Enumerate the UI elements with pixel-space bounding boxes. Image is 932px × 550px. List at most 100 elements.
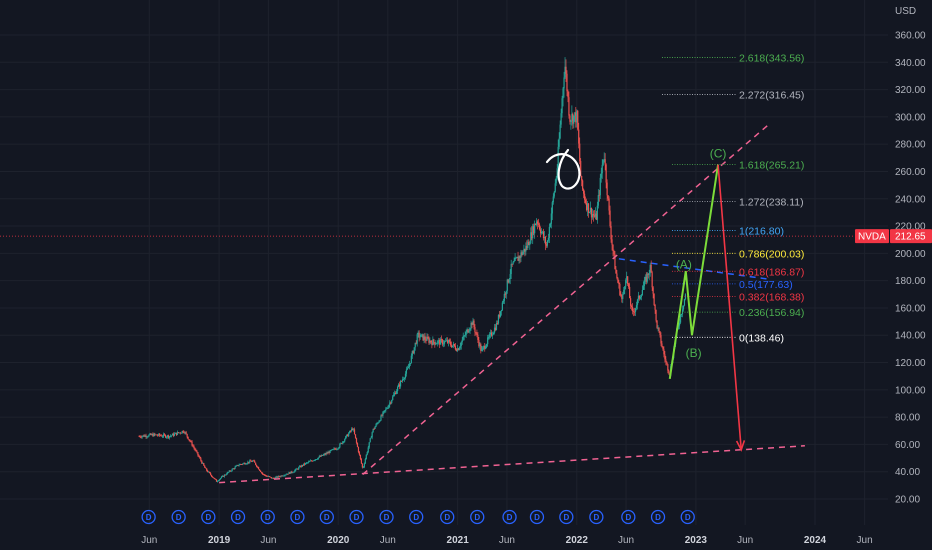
candle-body xyxy=(191,441,193,446)
candle-body xyxy=(389,402,391,406)
candle-body xyxy=(362,466,364,468)
candle-body xyxy=(295,468,297,471)
candle-body xyxy=(480,344,482,352)
fib-label: 1(216.80) xyxy=(739,225,784,237)
x-tick-label: 2021 xyxy=(447,535,470,546)
candle-body xyxy=(625,280,627,287)
candle-body xyxy=(453,343,455,347)
candle-body xyxy=(592,214,595,216)
candle-body xyxy=(183,432,185,434)
candle-body xyxy=(355,438,358,443)
candle-body xyxy=(441,338,443,340)
candle-body xyxy=(578,129,580,144)
candle-body xyxy=(572,113,574,124)
candle-body xyxy=(221,475,223,477)
candle-body xyxy=(427,336,429,339)
y-tick-label: 260.00 xyxy=(895,167,926,178)
candle-body xyxy=(556,168,558,178)
candle-body xyxy=(555,177,557,184)
candle-body xyxy=(347,434,349,437)
candle-body xyxy=(145,435,147,438)
candle-body xyxy=(328,452,330,454)
candle-body xyxy=(149,433,151,435)
candle-body xyxy=(293,471,295,473)
candle-body xyxy=(302,465,304,466)
candle-body xyxy=(206,468,208,471)
y-tick-label: 100.00 xyxy=(895,385,926,396)
candle-body xyxy=(390,402,392,404)
candle-body xyxy=(346,434,348,437)
candle-body xyxy=(184,432,186,433)
candle-body xyxy=(164,435,167,438)
candle-body xyxy=(499,311,502,317)
candle-body xyxy=(605,164,607,183)
candle-body xyxy=(590,207,593,218)
candle-body xyxy=(649,264,651,274)
symbol-tag-bg xyxy=(855,229,889,244)
candle-body xyxy=(232,468,234,470)
candle-body xyxy=(159,433,161,436)
wave-label: (C) xyxy=(710,147,727,161)
candle-body xyxy=(446,340,449,343)
candle-body xyxy=(571,113,573,121)
candle-body xyxy=(633,311,636,313)
candle-body xyxy=(325,452,327,455)
fib-label: 0.786(200.03) xyxy=(739,248,804,260)
candle-body xyxy=(667,364,669,371)
candle-body xyxy=(632,311,635,313)
candle-body xyxy=(252,460,254,462)
candle-body xyxy=(318,456,320,458)
candle-body xyxy=(470,322,472,329)
candle-body xyxy=(344,439,346,442)
candle-body xyxy=(335,448,337,450)
candle-body xyxy=(655,309,657,321)
dividend-marker xyxy=(290,509,305,525)
candle-body xyxy=(303,463,305,466)
candle-body xyxy=(242,463,244,465)
candle-body xyxy=(306,462,309,464)
candle-body xyxy=(465,331,467,336)
candle-body xyxy=(223,474,225,477)
candle-body xyxy=(638,295,641,299)
candle-body xyxy=(386,408,388,410)
candle-body xyxy=(545,244,548,246)
candle-body xyxy=(583,189,585,194)
candle-body xyxy=(369,438,371,443)
candle-body xyxy=(142,435,144,437)
candle-body xyxy=(224,474,226,476)
candle-body xyxy=(539,229,542,234)
trendlines xyxy=(219,123,805,484)
candle-body xyxy=(268,476,270,477)
candle-body xyxy=(538,224,541,230)
candle-body xyxy=(561,98,563,114)
grid xyxy=(0,0,888,525)
candle-body xyxy=(527,241,529,248)
trendline-1 xyxy=(362,123,771,476)
candle-body xyxy=(319,456,321,458)
candle-body xyxy=(569,115,571,122)
candle-body xyxy=(631,307,634,312)
candle-body xyxy=(375,424,377,427)
candle-body xyxy=(329,450,331,454)
candle-body xyxy=(203,463,205,466)
y-tick-label: 220.00 xyxy=(895,222,926,233)
candle-body xyxy=(507,279,509,283)
candle-body xyxy=(385,408,387,411)
candle-body xyxy=(575,112,577,123)
candle-body xyxy=(299,466,301,468)
candle-body xyxy=(616,273,618,279)
candle-body xyxy=(517,256,519,261)
candle-body xyxy=(214,478,217,480)
fib-label: 0.236(156.94) xyxy=(739,307,804,319)
candle-body xyxy=(304,463,307,465)
y-tick-label: 140.00 xyxy=(895,331,926,342)
candle-body xyxy=(680,314,683,315)
candle-body xyxy=(417,332,419,335)
candle-body xyxy=(653,293,655,305)
candle-body xyxy=(289,472,291,474)
candle-body xyxy=(360,458,362,464)
candle-series xyxy=(138,57,687,483)
candle-body xyxy=(411,351,413,356)
